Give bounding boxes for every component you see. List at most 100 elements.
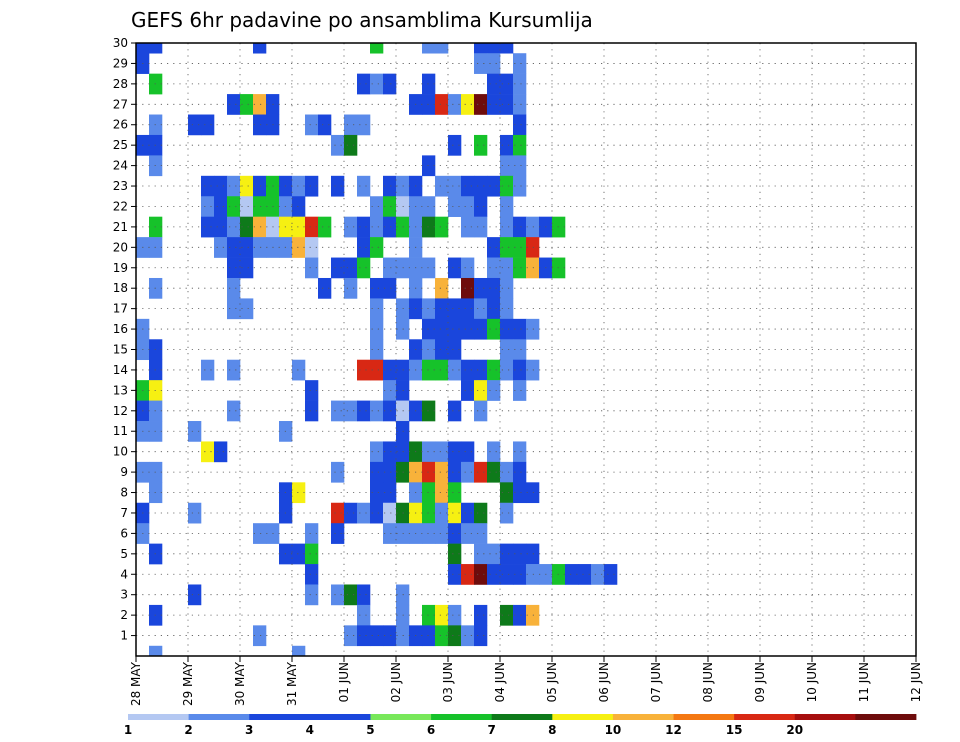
heatmap-cell <box>448 318 462 340</box>
heatmap-cell <box>422 318 436 340</box>
heatmap-cell <box>344 114 358 136</box>
heatmap-cell <box>487 175 501 197</box>
heatmap-cell <box>305 216 319 238</box>
y-tick-label: 28 <box>113 77 128 91</box>
heatmap-cell <box>292 196 306 217</box>
x-tick-label: 29 MAY <box>181 661 195 706</box>
y-tick-label: 15 <box>113 343 128 357</box>
heatmap-cell <box>500 461 514 483</box>
heatmap-cell <box>487 43 501 54</box>
heatmap-cell <box>435 94 449 115</box>
heatmap-cell <box>331 523 345 544</box>
heatmap-cell <box>305 380 319 401</box>
heatmap-cell <box>461 175 475 197</box>
heatmap-cell <box>435 339 449 361</box>
heatmap-cell <box>474 134 488 156</box>
heatmap-cell <box>383 257 397 279</box>
heatmap-cell <box>214 441 228 463</box>
heatmap-cell <box>357 216 371 238</box>
heatmap-cell <box>526 216 540 238</box>
colorbar-label: 12 <box>665 723 682 737</box>
heatmap-cell <box>461 564 475 585</box>
heatmap-cell <box>526 237 540 258</box>
heatmap-cell <box>435 298 449 320</box>
heatmap-cell <box>448 604 462 626</box>
y-tick-label: 21 <box>113 220 128 234</box>
heatmap-cell <box>188 502 202 524</box>
heatmap-cell <box>253 114 267 136</box>
heatmap-cell <box>383 277 397 299</box>
heatmap-cell <box>500 134 514 156</box>
colorbar-swatch <box>128 714 190 720</box>
colorbar-label: 2 <box>184 723 192 737</box>
heatmap-cell <box>305 114 319 136</box>
heatmap-cell <box>292 482 306 504</box>
heatmap-cell <box>357 257 371 279</box>
colorbar-swatch <box>612 714 674 720</box>
heatmap-cell <box>500 257 514 279</box>
heatmap-cell <box>513 318 527 340</box>
heatmap-cell <box>357 175 371 197</box>
heatmap-cell <box>227 298 241 320</box>
heatmap-cell <box>435 604 449 626</box>
heatmap-cell <box>474 298 488 320</box>
heatmap-cell <box>422 257 436 279</box>
heatmap-cell <box>370 502 384 524</box>
y-tick-label: 11 <box>113 424 128 438</box>
heatmap-cell <box>513 175 527 197</box>
y-tick-label: 22 <box>113 199 128 213</box>
heatmap-cell <box>305 523 319 544</box>
heatmap-cell <box>253 625 267 647</box>
y-tick-label: 23 <box>113 179 128 193</box>
heatmap-cell <box>435 523 449 544</box>
heatmap-cell <box>526 543 540 565</box>
colorbar-swatch <box>309 714 371 720</box>
heatmap-cell <box>370 625 384 647</box>
heatmap-cell <box>370 461 384 483</box>
heatmap-cell <box>370 73 384 95</box>
heatmap-cell <box>370 277 384 299</box>
colorbar-swatch <box>431 714 493 720</box>
heatmap-cell <box>461 441 475 463</box>
heatmap-cell <box>461 461 475 483</box>
colorbar-swatch <box>855 714 917 720</box>
heatmap-cell <box>422 298 436 320</box>
y-tick-label: 17 <box>113 302 128 316</box>
heatmap-cell <box>227 257 241 279</box>
heatmap-cell <box>526 318 540 340</box>
y-tick-label: 19 <box>113 261 128 275</box>
y-tick-label: 5 <box>120 547 128 561</box>
heatmap-cell <box>201 175 215 197</box>
heatmap-cell <box>500 318 514 340</box>
heatmap-cell <box>487 73 501 95</box>
heatmap-cell <box>448 359 462 381</box>
heatmap-cell <box>448 543 462 565</box>
heatmap-cell <box>526 257 540 279</box>
colorbar-swatch <box>370 714 432 720</box>
heatmap-cell <box>435 175 449 197</box>
colorbar-swatch <box>734 714 796 720</box>
heatmap-cell <box>240 196 254 217</box>
y-axis: 1234567891011121314151617181920212223242… <box>113 36 136 643</box>
heatmap-cell <box>474 543 488 565</box>
heatmap-cell <box>500 298 514 320</box>
heatmap-cell <box>357 604 371 626</box>
heatmap-cell <box>448 523 462 544</box>
heatmap-cell <box>305 237 319 258</box>
x-tick-label: 02 JUN <box>389 662 403 702</box>
heatmap-cell <box>305 584 319 606</box>
heatmap-cell <box>474 196 488 217</box>
y-tick-label: 27 <box>113 97 128 111</box>
heatmap-cell <box>461 502 475 524</box>
heatmap-cell <box>292 645 306 657</box>
heatmap-cell <box>149 43 163 54</box>
heatmap-cell <box>318 277 332 299</box>
heatmap-cell <box>370 318 384 340</box>
heatmap-cell <box>474 318 488 340</box>
x-tick-label: 11 JUN <box>857 662 871 702</box>
heatmap-cell <box>604 564 618 585</box>
x-tick-label: 01 JUN <box>337 662 351 702</box>
heatmap-cell <box>474 359 488 381</box>
heatmap-cell <box>422 461 436 483</box>
heatmap-cell <box>513 461 527 483</box>
